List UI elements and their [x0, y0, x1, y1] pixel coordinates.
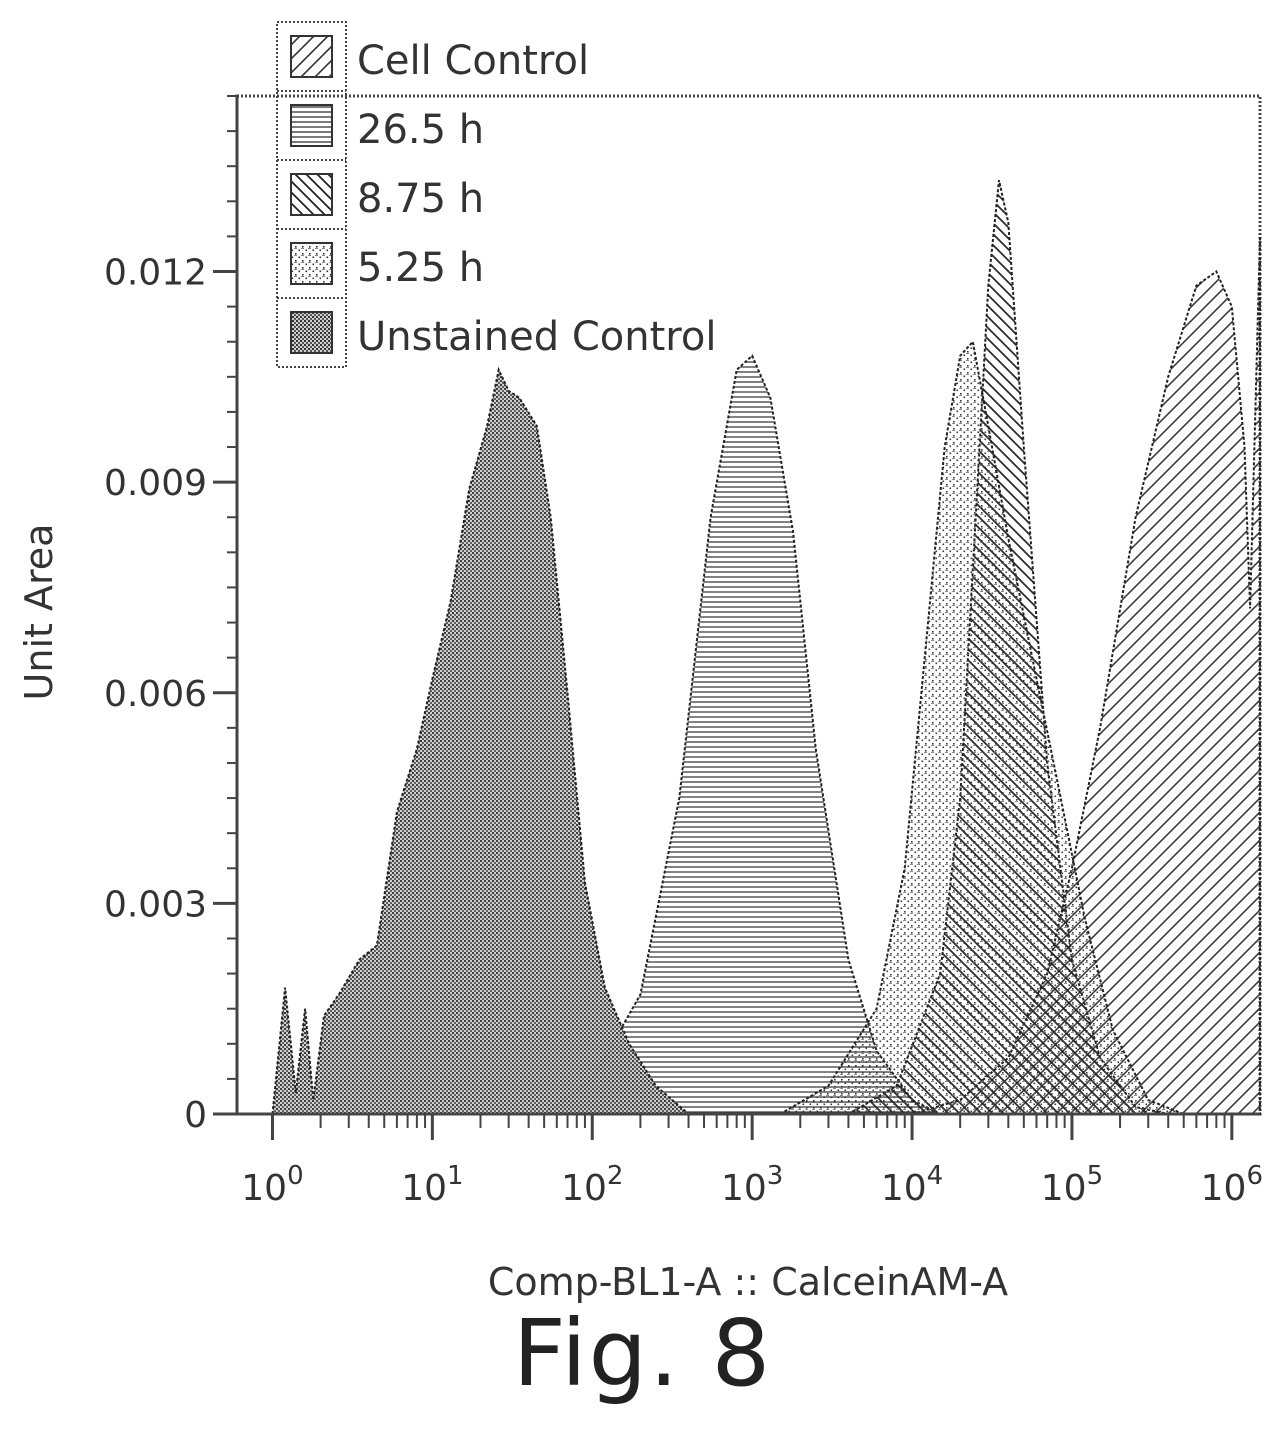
series-area-26-5-h: [541, 354, 941, 1115]
x-tick-label: 102: [561, 1161, 623, 1209]
legend: Cell Control 26.5 h 8.75 h 5.25 h Unstained …: [276, 21, 716, 368]
legend-swatch-cell-control: [290, 35, 333, 78]
legend-label-unstained-control: Unstained Control: [357, 314, 716, 360]
series-area-5-25-h: [776, 339, 1185, 1115]
legend-swatch-8-75-h: [290, 173, 333, 216]
legend-swatch-26-5-h: [290, 104, 333, 147]
y-tick-label: 0.003: [104, 884, 207, 925]
x-tick-label: 105: [1041, 1161, 1103, 1209]
y-tick-label: 0.012: [104, 253, 207, 294]
y-tick-label: 0.006: [104, 674, 207, 715]
series-layer: [271, 179, 1261, 1115]
y-axis-label: Unit Area: [17, 524, 61, 701]
legend-swatch-column: [276, 21, 347, 368]
y-tick-label: 0: [184, 1095, 207, 1136]
x-tick-label: 100: [241, 1161, 303, 1209]
y-tick-label: 0.009: [104, 463, 207, 504]
legend-swatch-5-25-h: [290, 242, 333, 285]
x-tick-label: 101: [401, 1161, 463, 1209]
legend-swatch-unstained-control: [290, 311, 333, 354]
axis-layer: 0 0.003 0.006 0.009 0.012 100 101 102 103 104 105 1…: [104, 95, 1263, 1209]
legend-label-26-5-h: 26.5 h: [357, 107, 484, 153]
series-area-unstained-control: [271, 366, 692, 1115]
x-tick-label: 104: [881, 1161, 943, 1209]
figure-caption: Fig. 8: [512, 1300, 773, 1407]
x-tick-label: 103: [721, 1161, 783, 1209]
x-axis-label: Comp-BL1-A :: CalceinAM-A: [488, 1260, 1008, 1304]
legend-label-8-75-h: 8.75 h: [357, 176, 484, 222]
legend-label-cell-control: Cell Control: [357, 38, 589, 84]
x-tick-label: 106: [1201, 1161, 1263, 1209]
legend-label-5-25-h: 5.25 h: [357, 245, 484, 291]
